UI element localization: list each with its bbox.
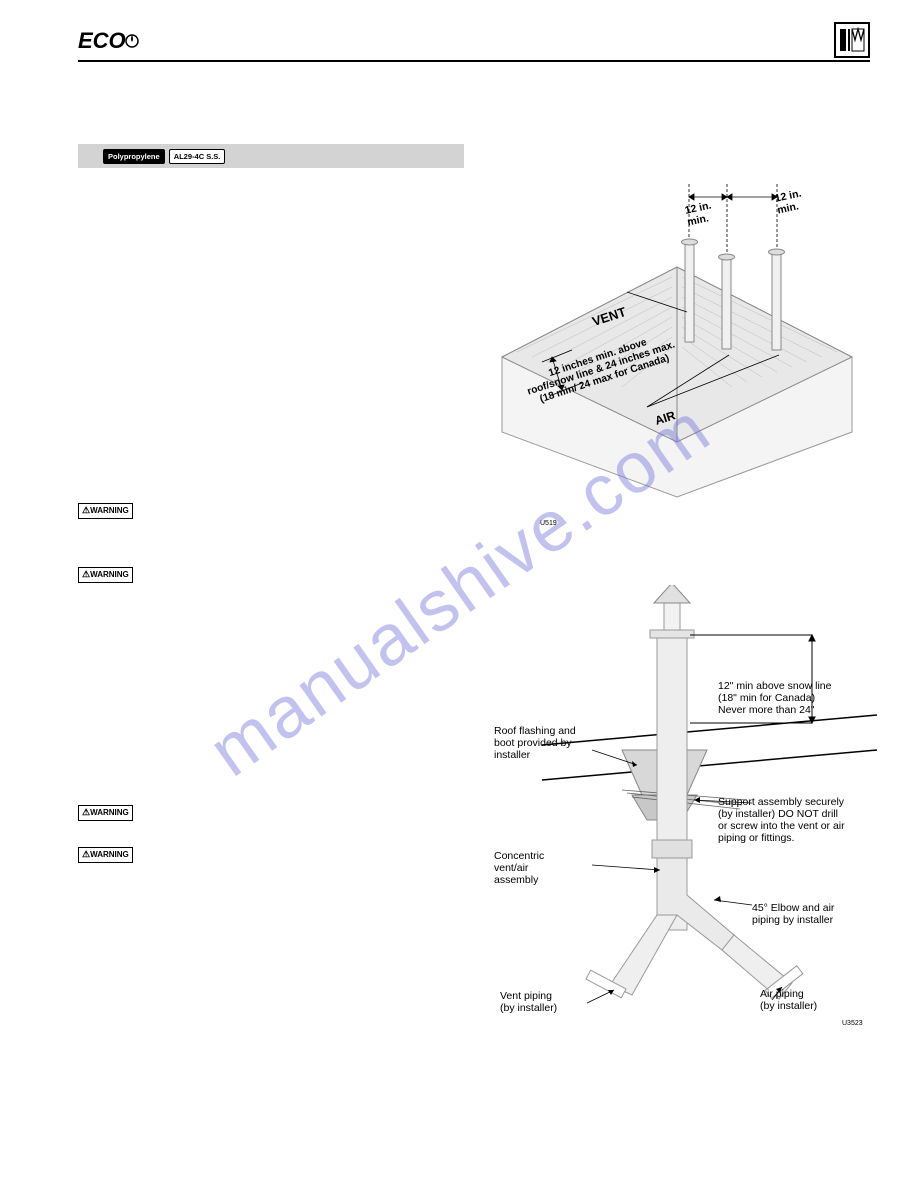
desc-item-1: 1. Combustion air and vent are piped sep… <box>115 280 465 310</box>
notice-head: NOTICE: <box>128 212 175 224</box>
section-title: Venting & air piping (continued) <box>111 82 378 108</box>
section-title-area: 4 Venting & air piping (continued) <box>78 78 378 112</box>
pill-steel: AL29-4C S.S. <box>169 149 226 164</box>
warning-block-3: ⚠WARNING Locate the vent and air termina… <box>78 802 463 836</box>
warning-badge-2: ⚠WARNING <box>78 567 133 583</box>
warning-triangle-icon: ⚠ <box>82 569 90 579</box>
vent-term-title: Vertical vent termination <box>78 438 217 452</box>
fig26-support: Support assembly securely (by installer)… <box>718 796 873 844</box>
vent-item-1-holder: 1. Prepare the vent termination coupling… <box>115 458 465 494</box>
model-text: ECO 70 / 110 / 155 SERIES 2 <box>268 30 434 44</box>
section-title-text: Venting & air piping <box>111 82 318 107</box>
page-header: ECO ECO 70 / 110 / 155 SERIES 2 Boiler M… <box>78 26 870 62</box>
wm-logo <box>834 22 870 58</box>
fig26-snow: 12" min above snow line (18" min for Can… <box>718 680 831 716</box>
flame-icon <box>124 29 140 55</box>
description-title: Description <box>78 260 144 274</box>
warning-badge-1: ⚠WARNING <box>78 503 133 519</box>
warning-text-2b: The vent pipe must terminate above the h… <box>148 632 463 662</box>
fig26-title: Figure 26 Vertical — vertical concentric… <box>482 555 862 569</box>
warning-text-3: Locate the vent and air terminations suc… <box>148 807 463 837</box>
notice-body: DO NOT exceed the maximum lengths of the… <box>186 212 464 242</box>
warning-text-1: When locating the air inlet termination,… <box>148 505 463 550</box>
fig26-ventpipe: Vent piping (by installer) <box>500 990 557 1014</box>
manual-text: Boiler Manual <box>508 30 584 44</box>
section-num: 4 <box>78 78 95 112</box>
desc-item-2: 2. Flue gases from the vent could contam… <box>115 316 465 361</box>
warning-triangle-icon: ⚠ <box>82 849 90 859</box>
fig26-id: U3523 <box>842 1020 863 1027</box>
warning-triangle-icon: ⚠ <box>82 505 90 515</box>
section-continued: (continued) <box>323 94 377 105</box>
vent-item-3: 3. Maintain the required dimensions of t… <box>115 745 465 775</box>
subsection-vertical-two-pipe: Vertical — Two-Pipe <box>78 178 230 196</box>
desc-item-3: 3. The rooftop installation includes a c… <box>115 366 465 425</box>
fig25-title: Figure 25 Vertical Two-Pipe venting <box>482 142 683 156</box>
warning-triangle-icon: ⚠ <box>82 807 90 817</box>
warning-badge-4: ⚠WARNING <box>78 847 133 863</box>
warning-block-4: ⚠WARNING When using PVC/CPVC pipe, DO NO… <box>78 844 463 908</box>
eco-logo: ECO <box>78 28 140 55</box>
vent-item-2: 2. The air piping must terminate in a do… <box>115 680 465 739</box>
warning-text-4: When using PVC/CPVC pipe, DO NOT extend … <box>148 849 463 908</box>
fig26-airpipe: Air piping (by installer) <box>760 988 817 1012</box>
vent-item-1: 1. Prepare the vent termination coupling… <box>115 458 465 488</box>
eco-logo-text: ECO <box>78 28 126 53</box>
warning-badge-3: ⚠WARNING <box>78 805 133 821</box>
warning-text-2a: The vent termination MUST be installed s… <box>148 569 463 628</box>
page-number: 33 <box>0 1148 918 1160</box>
fig25-svg <box>482 167 877 537</box>
fig26-flashing: Roof flashing and boot provided by insta… <box>494 725 576 761</box>
desc-list: 1. Combustion air and vent are piped sep… <box>115 280 465 432</box>
fig26-concentric: Concentric vent/air assembly <box>494 850 544 886</box>
fig26-elbow: 45° Elbow and air piping by installer <box>752 902 834 926</box>
fig25-id: U519 <box>540 520 557 527</box>
pill-polypropylene: Polypropylene <box>103 149 165 164</box>
vent-items-234: 2. The air piping must terminate in a do… <box>115 680 465 817</box>
warning-block-2: ⚠WARNING The vent termination MUST be in… <box>78 564 463 662</box>
material-bar: Polypropylene AL29-4C S.S. <box>78 144 464 168</box>
warning-block-1: ⚠WARNING When locating the air inlet ter… <box>78 500 463 549</box>
